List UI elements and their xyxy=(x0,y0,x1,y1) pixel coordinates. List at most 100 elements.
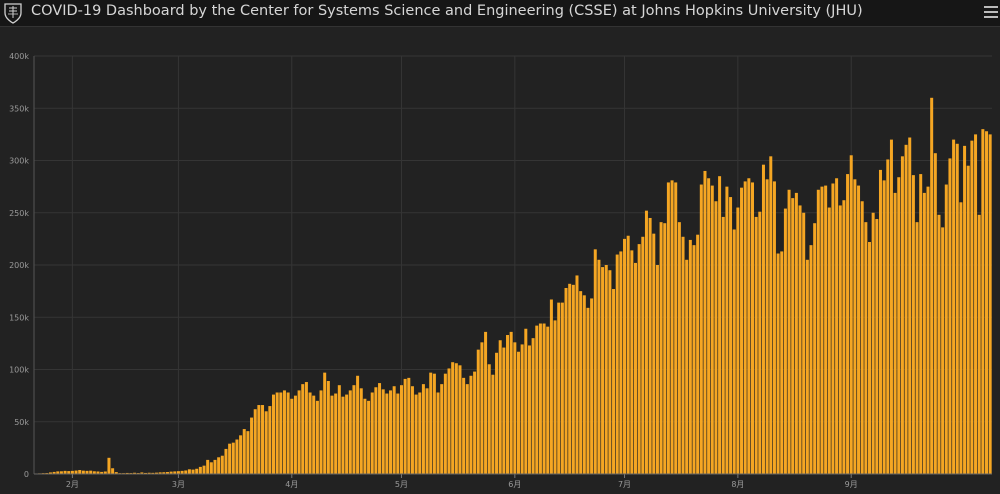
bar[interactable] xyxy=(502,347,506,474)
bar[interactable] xyxy=(345,394,349,474)
bar[interactable] xyxy=(473,371,477,474)
bar[interactable] xyxy=(915,222,919,474)
bar[interactable] xyxy=(900,156,904,474)
bar[interactable] xyxy=(805,259,809,474)
bar[interactable] xyxy=(985,131,989,474)
bar[interactable] xyxy=(692,245,696,474)
bar[interactable] xyxy=(176,471,180,474)
bar[interactable] xyxy=(977,214,981,474)
bar[interactable] xyxy=(198,466,202,474)
bar[interactable] xyxy=(974,134,978,475)
bar[interactable] xyxy=(385,393,389,474)
bar[interactable] xyxy=(465,384,469,474)
bar[interactable] xyxy=(593,249,597,474)
bar[interactable] xyxy=(802,212,806,474)
bar[interactable] xyxy=(250,417,254,474)
bar[interactable] xyxy=(652,233,656,474)
bar[interactable] xyxy=(242,429,246,474)
bar[interactable] xyxy=(904,144,908,474)
bar[interactable] xyxy=(718,176,722,474)
bar[interactable] xyxy=(725,186,729,475)
bar[interactable] xyxy=(699,184,703,475)
bar[interactable] xyxy=(253,409,257,474)
bar[interactable] xyxy=(831,183,835,475)
bar[interactable] xyxy=(495,352,499,474)
bar[interactable] xyxy=(575,275,579,474)
bar[interactable] xyxy=(282,390,286,474)
bar[interactable] xyxy=(290,398,294,474)
bar[interactable] xyxy=(480,342,484,474)
bar[interactable] xyxy=(158,472,162,474)
bar[interactable] xyxy=(111,468,115,474)
bar[interactable] xyxy=(531,338,535,474)
bar[interactable] xyxy=(239,435,243,474)
bar[interactable] xyxy=(59,471,63,474)
bar[interactable] xyxy=(231,442,235,474)
bar[interactable] xyxy=(846,174,850,474)
bar[interactable] xyxy=(301,384,305,474)
bar[interactable] xyxy=(619,251,623,474)
bar[interactable] xyxy=(491,374,495,474)
bar[interactable] xyxy=(937,214,941,474)
bar[interactable] xyxy=(356,375,360,474)
bar[interactable] xyxy=(184,470,188,474)
bar[interactable] xyxy=(798,205,802,474)
bar[interactable] xyxy=(886,159,890,474)
bar[interactable] xyxy=(853,179,857,474)
bar[interactable] xyxy=(264,411,268,474)
bar[interactable] xyxy=(659,222,663,474)
bar[interactable] xyxy=(330,395,334,475)
bar[interactable] xyxy=(637,244,641,474)
bar[interactable] xyxy=(348,390,352,474)
bar[interactable] xyxy=(721,216,725,474)
bar[interactable] xyxy=(89,470,93,474)
bar[interactable] xyxy=(524,328,528,474)
bar[interactable] xyxy=(911,175,915,474)
bar[interactable] xyxy=(809,245,813,474)
bar[interactable] xyxy=(209,462,213,474)
bar[interactable] xyxy=(707,178,711,474)
bar[interactable] xyxy=(926,186,930,475)
bar[interactable] xyxy=(114,472,118,474)
bar[interactable] xyxy=(133,472,137,474)
bar[interactable] xyxy=(103,471,107,474)
bar[interactable] xyxy=(922,192,926,474)
bar[interactable] xyxy=(685,259,689,474)
bar[interactable] xyxy=(202,465,206,474)
bar[interactable] xyxy=(315,400,319,474)
bar[interactable] xyxy=(312,395,316,475)
bar[interactable] xyxy=(228,443,232,474)
bar[interactable] xyxy=(326,381,330,474)
bar[interactable] xyxy=(963,145,967,474)
bar[interactable] xyxy=(396,393,400,474)
bar[interactable] xyxy=(571,284,575,474)
bar[interactable] xyxy=(871,212,875,474)
bar[interactable] xyxy=(776,253,780,474)
bar[interactable] xyxy=(378,383,382,474)
bar[interactable] xyxy=(663,223,667,474)
bar[interactable] xyxy=(601,267,605,474)
bar[interactable] xyxy=(389,390,393,474)
bar[interactable] xyxy=(889,139,893,474)
bar[interactable] xyxy=(506,335,510,474)
bar[interactable] xyxy=(988,134,992,475)
bar[interactable] xyxy=(816,189,820,474)
bar[interactable] xyxy=(235,439,239,474)
bar[interactable] xyxy=(162,472,166,474)
bar[interactable] xyxy=(268,406,272,474)
bar[interactable] xyxy=(791,198,795,474)
bar[interactable] xyxy=(955,143,959,474)
bar[interactable] xyxy=(813,223,817,474)
bar[interactable] xyxy=(542,323,546,474)
bar[interactable] xyxy=(418,392,422,474)
bar[interactable] xyxy=(352,385,356,474)
bar[interactable] xyxy=(758,211,762,474)
bar[interactable] xyxy=(714,201,718,474)
bar[interactable] xyxy=(769,156,773,474)
bar[interactable] xyxy=(363,398,367,474)
bar[interactable] xyxy=(630,250,634,474)
bar[interactable] xyxy=(323,372,327,474)
bar[interactable] xyxy=(966,165,970,474)
bar[interactable] xyxy=(655,265,659,474)
bar[interactable] xyxy=(761,164,765,474)
